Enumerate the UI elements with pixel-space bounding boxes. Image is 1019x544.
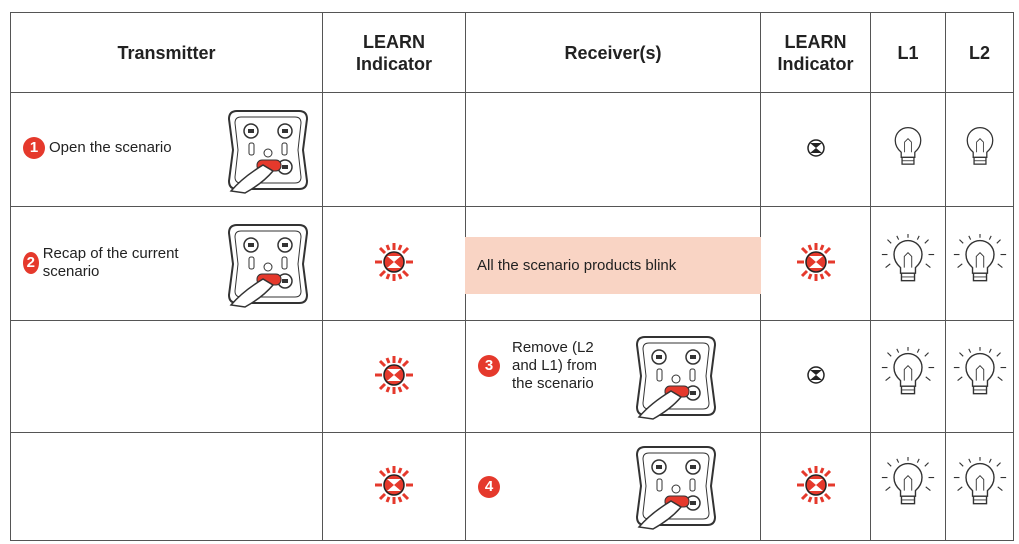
step: 1 Open the scenario	[23, 137, 172, 159]
cell	[760, 206, 871, 321]
row: 3 Remove (L2 and L1) from the scenario	[10, 320, 1014, 433]
cell	[945, 320, 1014, 433]
bulb-on	[952, 234, 1008, 290]
learn-indicator-blink	[374, 355, 414, 395]
remote-icon	[223, 219, 313, 309]
cell	[870, 92, 946, 207]
step-badge: 2	[23, 252, 39, 274]
cell: 1 Open the scenario	[10, 92, 323, 207]
highlight: All the scenario products blink	[465, 237, 761, 294]
row: 4	[10, 432, 1014, 541]
cell	[322, 432, 466, 541]
cell	[322, 206, 466, 321]
scenario-table: Transmitter LEARN Indicator Receiver(s) …	[10, 12, 1014, 541]
learn-indicator-off	[806, 138, 826, 158]
learn-indicator-blink	[374, 465, 414, 505]
cell: All the scenario products blink	[465, 206, 761, 321]
cell: 2 Recap of the current scenario	[10, 206, 323, 321]
bulb-on	[880, 234, 936, 290]
cell	[870, 206, 946, 321]
bulb-off	[891, 126, 925, 170]
step-badge: 3	[478, 355, 500, 377]
bulb-on	[952, 457, 1008, 513]
cell	[322, 320, 466, 433]
step: 4	[478, 476, 500, 498]
header-row: Transmitter LEARN Indicator Receiver(s) …	[10, 12, 1014, 93]
bulb-on	[952, 347, 1008, 403]
learn-indicator-blink	[796, 242, 836, 282]
row: 2 Recap of the current scenario All the …	[10, 206, 1014, 321]
bulb-on	[880, 457, 936, 513]
step: 3 Remove (L2 and L1) from the scenario	[478, 339, 618, 393]
cell: 3 Remove (L2 and L1) from the scenario	[465, 320, 761, 433]
cell	[10, 432, 323, 541]
step-badge: 4	[478, 476, 500, 498]
receiver-text: All the scenario products blink	[477, 257, 677, 274]
remote-icon	[631, 331, 721, 421]
row: 1 Open the scenario	[10, 92, 1014, 207]
cell	[870, 320, 946, 433]
step-badge: 1	[23, 137, 45, 159]
bulb-on	[880, 347, 936, 403]
step: 2 Recap of the current scenario	[23, 245, 183, 281]
cell	[465, 92, 761, 207]
step-text: Recap of the current scenario	[42, 245, 179, 280]
cell	[870, 432, 946, 541]
bulb-off	[963, 126, 997, 170]
remote-icon	[631, 441, 721, 531]
header-cell: L2	[945, 12, 1014, 93]
step-text: Remove (L2 and L1) from the scenario	[512, 339, 598, 392]
learn-indicator-blink	[796, 465, 836, 505]
cell	[322, 92, 466, 207]
cell	[945, 206, 1014, 321]
header-cell: LEARN Indicator	[322, 12, 466, 93]
learn-indicator-off	[806, 365, 826, 385]
cell	[760, 432, 871, 541]
header-cell: Receiver(s)	[465, 12, 761, 93]
cell	[945, 432, 1014, 541]
header-cell: Transmitter	[10, 12, 323, 93]
header-cell: L1	[870, 12, 946, 93]
learn-indicator-blink	[374, 242, 414, 282]
cell	[10, 320, 323, 433]
step-text: Open the scenario	[49, 139, 172, 156]
cell	[945, 92, 1014, 207]
cell	[760, 92, 871, 207]
remote-icon	[223, 105, 313, 195]
header-cell: LEARN Indicator	[760, 12, 871, 93]
cell	[760, 320, 871, 433]
cell: 4	[465, 432, 761, 541]
